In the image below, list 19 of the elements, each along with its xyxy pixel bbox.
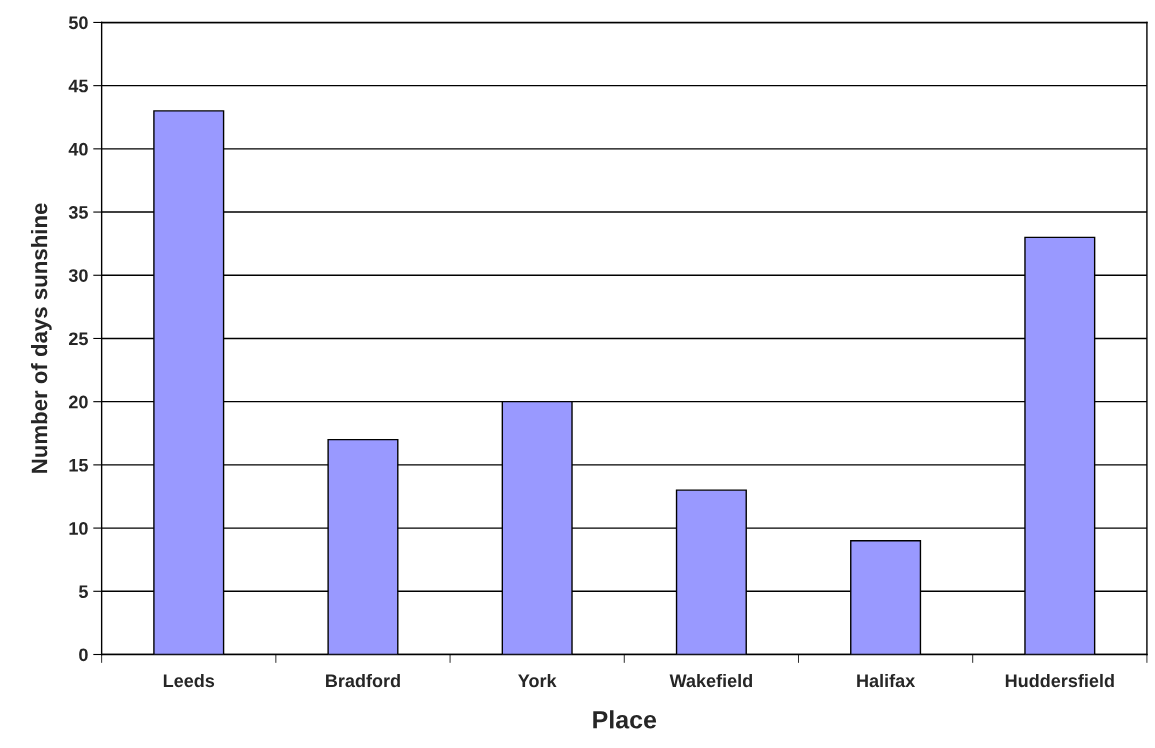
x-tick-label: Halifax — [857, 673, 916, 688]
x-tick-label: Bradford — [326, 673, 400, 688]
y-tick-label: 30 — [68, 269, 88, 283]
y-tick-label: 20 — [68, 395, 88, 409]
x-tick-label: Huddersfield — [1005, 673, 1114, 688]
x-tick-label: York — [518, 673, 557, 688]
y-tick-label: 45 — [68, 79, 88, 93]
x-tick-label: Leeds — [163, 673, 215, 688]
x-axis-title: Place — [593, 710, 657, 729]
y-tick-label: 5 — [78, 585, 88, 599]
y-tick-label: 10 — [69, 522, 88, 535]
y-tick-label: 25 — [68, 332, 88, 346]
y-tick-label: 35 — [68, 205, 88, 219]
y-tick-label: 40 — [68, 142, 88, 156]
y-tick-label: 0 — [79, 648, 88, 662]
y-tick-label: 15 — [69, 459, 88, 472]
x-tick-label: Wakefield — [669, 673, 752, 688]
y-tick-label: 50 — [68, 16, 88, 30]
y-axis-title: Number of days sunshine — [30, 203, 52, 473]
